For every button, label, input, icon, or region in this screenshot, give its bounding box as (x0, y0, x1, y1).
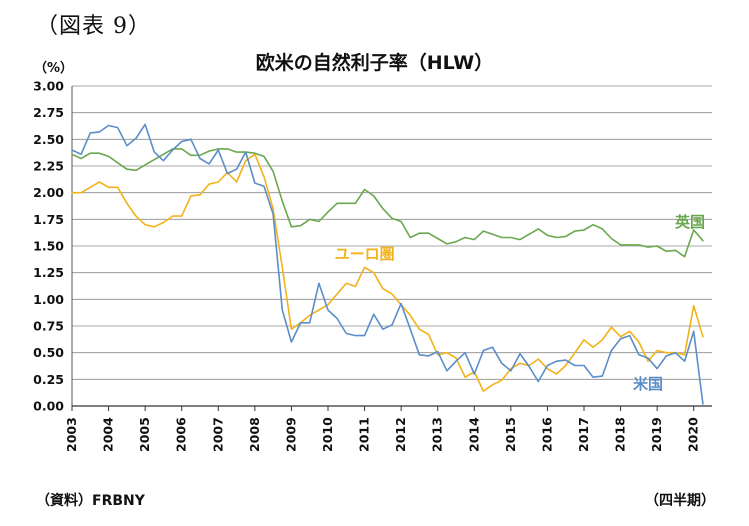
y-tick-label: 2.25 (33, 159, 64, 174)
y-tick-label: 2.00 (33, 185, 64, 200)
x-tick-label: 2008 (247, 417, 262, 452)
x-tick-label: 2011 (357, 417, 372, 452)
y-tick-label: 1.50 (33, 239, 64, 254)
series-label: ユーロ圏 (335, 245, 395, 263)
chart-title: 欧米の自然利子率（HLW） (255, 52, 494, 74)
series-line (71, 123, 704, 405)
y-axis: 0.00 0.25 0.50 0.75 1.00 1.25 1.50 1.75 2.00 2.25… (33, 79, 73, 414)
y-tick-label: 0.50 (33, 345, 64, 360)
y-tick-label: 3.00 (33, 79, 64, 94)
x-tick-label: 2013 (430, 417, 445, 452)
x-tick-label: 2016 (539, 417, 554, 452)
x-tick-label: 2018 (613, 417, 628, 452)
x-tick-label: 2010 (320, 417, 335, 452)
x-tick-label: 2006 (174, 417, 189, 452)
series-label: 米国 (633, 375, 663, 393)
y-tick-label: 2.50 (33, 132, 64, 147)
series-line (71, 153, 704, 392)
y-tick-label: 0.25 (33, 372, 64, 387)
y-tick-label: 2.75 (33, 105, 64, 120)
x-tick-label: 2019 (649, 417, 664, 452)
x-axis: 2003 2004 2005 2006 2007 2008 2009 2010 2011 2012… (64, 405, 712, 452)
series-label: 英国 (675, 213, 705, 231)
y-tick-label: 1.25 (33, 265, 64, 280)
y-tick-label: 1.75 (33, 212, 64, 227)
figure-label: （図表 9） (36, 14, 151, 39)
x-tick-label: 2015 (503, 417, 518, 452)
x-period-label: （四半期） (645, 493, 715, 509)
x-tick-label: 2012 (393, 417, 408, 452)
y-tick-label: 0.00 (33, 399, 64, 414)
x-tick-label: 2003 (64, 417, 79, 452)
y-tick-label: 1.00 (33, 292, 64, 307)
x-tick-label: 2009 (283, 417, 298, 452)
x-tick-label: 2004 (101, 417, 116, 452)
grid-lines (72, 85, 712, 407)
series-line (71, 148, 704, 258)
series-lines (71, 123, 704, 405)
x-tick-label: 2007 (210, 417, 225, 452)
x-tick-label: 2014 (466, 417, 481, 452)
x-tick-label: 2005 (137, 417, 152, 452)
source-note: （資料）FRBNY (36, 493, 145, 509)
y-tick-label: 0.75 (33, 319, 64, 334)
y-unit-label: （%） (34, 61, 74, 76)
x-tick-label: 2017 (576, 417, 591, 452)
x-tick-label: 2020 (686, 417, 701, 452)
